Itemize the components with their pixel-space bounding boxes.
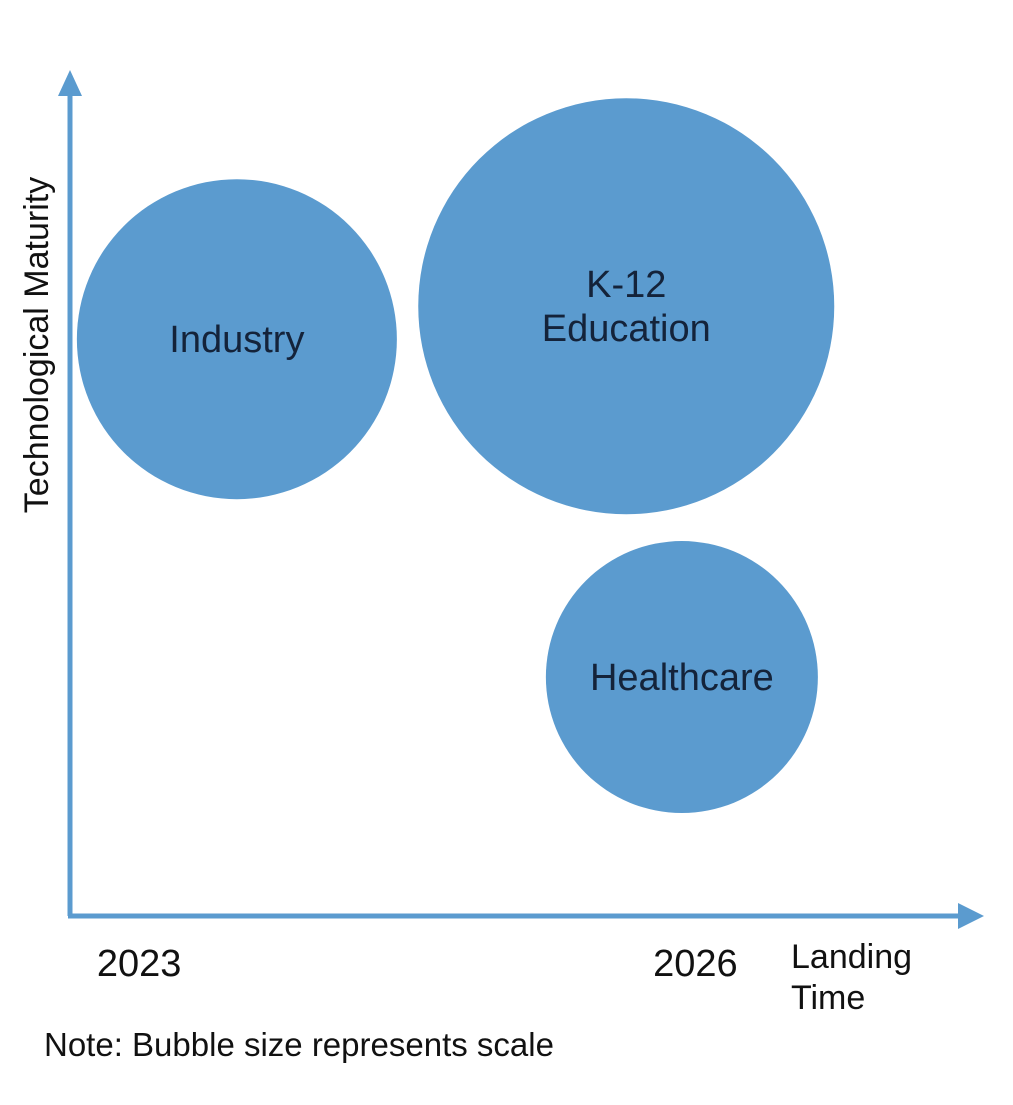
x-tick-labels: 2023 2026 <box>97 943 738 985</box>
x-axis-label: Landing Time <box>791 938 912 1017</box>
x-tick-label-2026: 2026 <box>653 943 738 985</box>
y-axis-label: Technological Maturity <box>18 177 56 513</box>
bubbles-group: Industry K-12 Education Healthcare <box>76 98 835 814</box>
bubble-label-k-12-education: K-12 Education <box>542 264 711 350</box>
bubble-k-12-education <box>418 98 835 515</box>
x-axis-arrow-icon <box>958 903 984 929</box>
bubble-industry <box>76 179 397 500</box>
y-axis-arrow-icon <box>58 70 82 96</box>
bubble-healthcare <box>545 541 818 814</box>
bubble-size-note: Note: Bubble size represents scale <box>44 1026 554 1063</box>
bubble-label-healthcare: Healthcare <box>590 657 774 699</box>
axes <box>58 70 984 929</box>
bubble-label-industry: Industry <box>169 319 304 361</box>
x-tick-label-2023: 2023 <box>97 943 182 985</box>
